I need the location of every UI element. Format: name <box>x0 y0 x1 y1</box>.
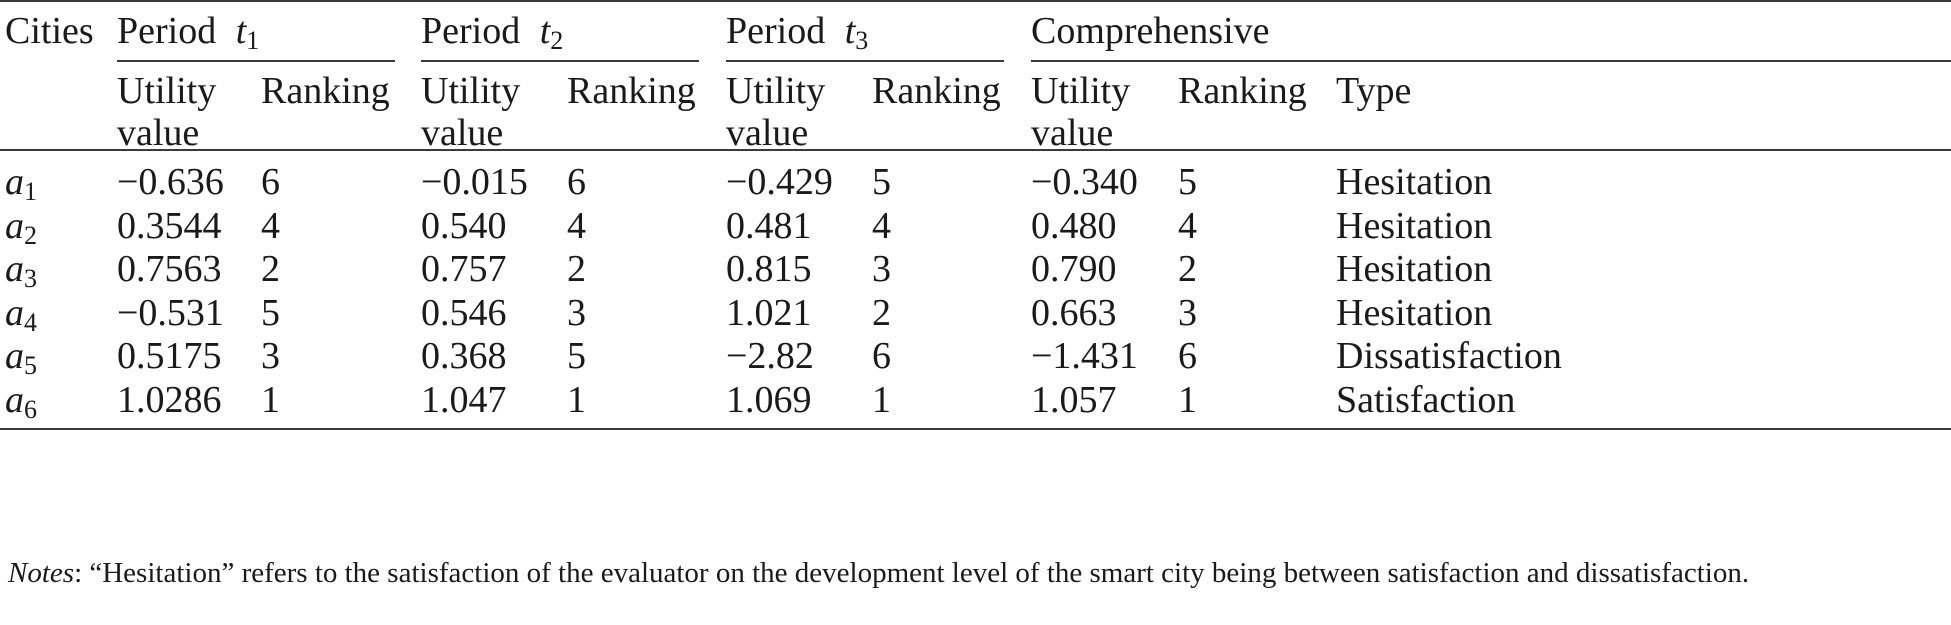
cities-header: Cities <box>5 10 94 52</box>
ranking-cell: 6 <box>1178 335 1197 377</box>
utility-value-cell: 0.480 <box>1031 204 1117 247</box>
type-cell: Hesitation <box>1336 291 1493 334</box>
type-cell: Hesitation <box>1336 204 1493 247</box>
utility-value-header: value <box>1031 112 1114 154</box>
type-cell: Hesitation <box>1336 248 1493 290</box>
period-3-underline <box>726 60 1004 62</box>
utility-value-header: value <box>421 112 504 154</box>
type-cell: Dissatisfaction <box>1336 335 1562 377</box>
ranking-cell: 4 <box>872 204 891 247</box>
utility-value-cell: −0.340 <box>1031 161 1138 203</box>
utility-value-cell: −0.015 <box>421 161 528 203</box>
ranking-header: Ranking <box>872 70 1001 112</box>
utility-value-header: value <box>117 112 200 154</box>
type-cell: Hesitation <box>1336 161 1493 203</box>
utility-value-cell: −0.429 <box>726 161 833 203</box>
utility-value-cell: 0.790 <box>1031 248 1117 290</box>
utility-value-header: Utility <box>421 70 521 112</box>
utility-value-header: Utility <box>117 70 217 112</box>
comprehensive-header: Comprehensive <box>1031 10 1270 52</box>
utility-value-cell: 1.021 <box>726 291 812 334</box>
utility-value-cell: 0.663 <box>1031 291 1117 334</box>
utility-value-cell: 0.7563 <box>117 248 222 290</box>
utility-value-cell: 0.3544 <box>117 204 222 247</box>
ranking-cell: 1 <box>1178 378 1197 421</box>
city-label: a2 <box>5 204 37 250</box>
city-label: a5 <box>5 335 37 380</box>
utility-value-cell: −0.636 <box>117 161 224 203</box>
ranking-cell: 3 <box>261 335 280 377</box>
ranking-cell: 4 <box>567 204 586 247</box>
utility-value-cell: −0.531 <box>117 291 224 334</box>
ranking-cell: 4 <box>1178 204 1197 247</box>
utility-value-cell: 0.540 <box>421 204 507 247</box>
type-header: Type <box>1336 70 1412 112</box>
utility-value-cell: 0.5175 <box>117 335 222 377</box>
period-3-header: Period t3 <box>726 10 869 55</box>
city-label: a1 <box>5 161 37 206</box>
type-cell: Satisfaction <box>1336 378 1516 421</box>
ranking-cell: 3 <box>567 291 586 334</box>
notes-label: Notes <box>8 557 75 589</box>
utility-value-cell: −2.82 <box>726 335 814 377</box>
period-2-header: Period t2 <box>421 10 564 55</box>
utility-value-header: Utility <box>1031 70 1131 112</box>
utility-value-cell: 1.0286 <box>117 378 222 421</box>
utility-value-cell: 1.047 <box>421 378 507 421</box>
table-bottom-rule <box>0 428 1951 430</box>
ranking-cell: 2 <box>872 291 891 334</box>
ranking-header: Ranking <box>567 70 696 112</box>
ranking-cell: 6 <box>872 335 891 377</box>
ranking-cell: 2 <box>261 248 280 290</box>
ranking-cell: 1 <box>261 378 280 421</box>
ranking-cell: 3 <box>1178 291 1197 334</box>
ranking-cell: 5 <box>261 291 280 334</box>
table-notes: Notes: “Hesitation” refers to the satisf… <box>8 555 1938 591</box>
city-label: a6 <box>5 378 37 424</box>
ranking-cell: 6 <box>567 161 586 203</box>
utility-value-cell: 0.546 <box>421 291 507 334</box>
ranking-cell: 5 <box>872 161 891 203</box>
utility-value-cell: 1.057 <box>1031 378 1117 421</box>
ranking-cell: 1 <box>567 378 586 421</box>
city-label: a4 <box>5 291 37 337</box>
period-2-underline <box>421 60 699 62</box>
utility-value-header: Utility <box>726 70 826 112</box>
ranking-cell: 4 <box>261 204 280 247</box>
utility-value-cell: 0.368 <box>421 335 507 377</box>
ranking-cell: 2 <box>1178 248 1197 290</box>
utility-value-cell: 1.069 <box>726 378 812 421</box>
ranking-header: Ranking <box>261 70 390 112</box>
ranking-cell: 3 <box>872 248 891 290</box>
ranking-cell: 5 <box>567 335 586 377</box>
period-1-header: Period t1 <box>117 10 260 55</box>
header-bottom-rule <box>0 149 1951 151</box>
ranking-cell: 6 <box>261 161 280 203</box>
top-rule <box>0 0 1951 2</box>
utility-value-cell: 0.815 <box>726 248 812 290</box>
notes-text: : “Hesitation” refers to the satisfactio… <box>74 557 1750 589</box>
ranking-cell: 2 <box>567 248 586 290</box>
ranking-cell: 5 <box>1178 161 1197 203</box>
utility-value-cell: −1.431 <box>1031 335 1138 377</box>
comprehensive-underline <box>1031 60 1951 62</box>
ranking-cell: 1 <box>872 378 891 421</box>
period-1-underline <box>117 60 395 62</box>
utility-value-cell: 0.481 <box>726 204 812 247</box>
city-label: a3 <box>5 248 37 293</box>
ranking-header: Ranking <box>1178 70 1307 112</box>
utility-value-cell: 0.757 <box>421 248 507 290</box>
utility-value-header: value <box>726 112 809 154</box>
